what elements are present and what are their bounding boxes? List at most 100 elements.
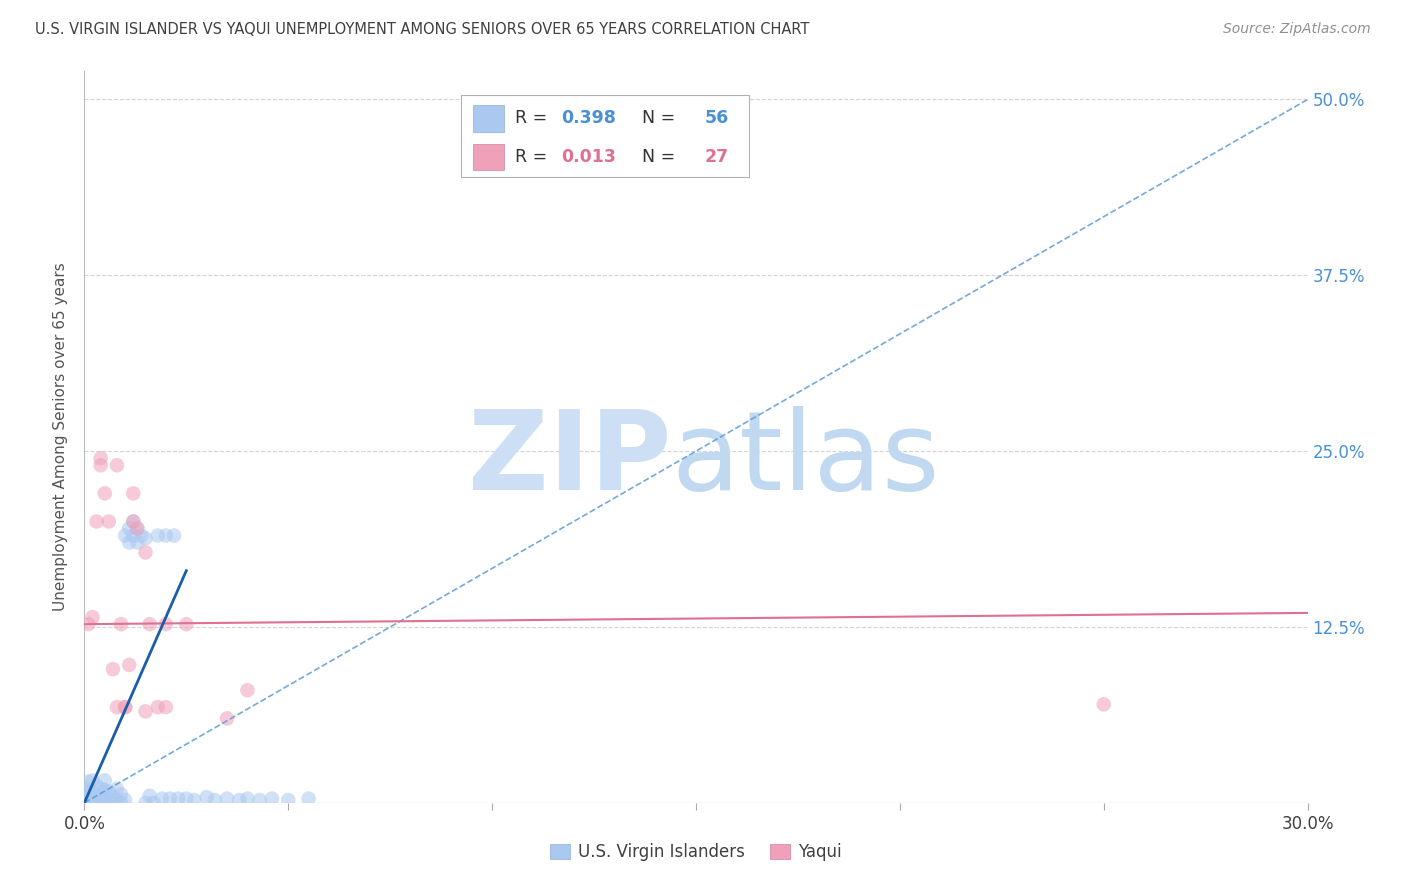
Point xyxy=(135,796,157,810)
FancyBboxPatch shape xyxy=(474,144,503,170)
Point xyxy=(93,796,115,810)
Point xyxy=(86,796,108,810)
Point xyxy=(105,793,128,807)
Point xyxy=(101,796,124,810)
Point xyxy=(82,773,104,788)
Point xyxy=(97,793,120,807)
Point xyxy=(138,617,160,632)
Point xyxy=(118,521,141,535)
Text: U.S. VIRGIN ISLANDER VS YAQUI UNEMPLOYMENT AMONG SENIORS OVER 65 YEARS CORRELATI: U.S. VIRGIN ISLANDER VS YAQUI UNEMPLOYME… xyxy=(35,22,810,37)
Point xyxy=(122,515,145,529)
Point xyxy=(82,793,104,807)
Point xyxy=(90,458,112,473)
Point xyxy=(114,528,136,542)
Point xyxy=(298,791,321,805)
Text: 0.013: 0.013 xyxy=(561,148,616,166)
Point xyxy=(167,791,190,805)
Point xyxy=(146,700,169,714)
Point xyxy=(236,683,259,698)
Point xyxy=(260,791,283,805)
Point xyxy=(127,521,149,535)
Point xyxy=(204,793,226,807)
Point xyxy=(101,662,124,676)
Point xyxy=(155,528,177,542)
Point xyxy=(155,700,177,714)
Y-axis label: Unemployment Among Seniors over 65 years: Unemployment Among Seniors over 65 years xyxy=(53,263,69,611)
Point xyxy=(105,700,128,714)
Text: 0.398: 0.398 xyxy=(561,110,616,128)
Point xyxy=(228,793,250,807)
Point xyxy=(135,532,157,546)
Point xyxy=(195,790,218,805)
Point xyxy=(90,451,112,466)
Point xyxy=(93,486,115,500)
Point xyxy=(93,783,115,797)
Point xyxy=(77,784,100,798)
Text: N =: N = xyxy=(631,148,681,166)
Point xyxy=(236,791,259,805)
Point xyxy=(122,528,145,542)
Point xyxy=(110,617,132,632)
Point xyxy=(86,779,108,793)
Point xyxy=(77,774,100,789)
Point xyxy=(127,521,149,535)
Point xyxy=(131,528,153,542)
Point xyxy=(159,791,181,805)
Point xyxy=(93,790,115,805)
Legend: U.S. Virgin Islanders, Yaqui: U.S. Virgin Islanders, Yaqui xyxy=(543,837,849,868)
Point xyxy=(142,796,165,810)
Point xyxy=(127,535,149,549)
Point xyxy=(97,784,120,798)
Text: R =: R = xyxy=(515,110,553,128)
Point xyxy=(174,791,197,805)
Point xyxy=(82,610,104,624)
FancyBboxPatch shape xyxy=(461,95,748,178)
Point xyxy=(277,793,299,807)
Point xyxy=(105,781,128,796)
Point xyxy=(110,788,132,802)
Text: 56: 56 xyxy=(704,110,728,128)
Point xyxy=(114,700,136,714)
Point xyxy=(174,617,197,632)
Point xyxy=(86,788,108,802)
Point xyxy=(135,545,157,559)
Point xyxy=(163,528,186,542)
Point xyxy=(118,535,141,549)
Point xyxy=(105,458,128,473)
Point xyxy=(86,515,108,529)
FancyBboxPatch shape xyxy=(474,105,503,132)
Text: ZIP: ZIP xyxy=(468,406,672,513)
Point xyxy=(249,793,271,807)
Point xyxy=(73,789,96,803)
Text: Source: ZipAtlas.com: Source: ZipAtlas.com xyxy=(1223,22,1371,37)
Point xyxy=(97,515,120,529)
Point xyxy=(110,796,132,810)
Point xyxy=(217,791,239,805)
Point xyxy=(138,789,160,803)
Point xyxy=(118,657,141,672)
Point xyxy=(90,793,112,807)
Text: N =: N = xyxy=(631,110,681,128)
Point xyxy=(183,793,205,807)
Point xyxy=(73,796,96,810)
Point xyxy=(135,705,157,719)
Point xyxy=(73,781,96,796)
Point xyxy=(122,515,145,529)
Text: atlas: atlas xyxy=(672,406,941,513)
Point xyxy=(93,773,115,788)
Point xyxy=(122,486,145,500)
Point xyxy=(77,617,100,632)
Point xyxy=(114,700,136,714)
Point xyxy=(101,789,124,803)
Point xyxy=(82,784,104,798)
Point xyxy=(1092,698,1115,712)
Point xyxy=(217,711,239,725)
Text: R =: R = xyxy=(515,148,553,166)
Text: 27: 27 xyxy=(704,148,728,166)
Point xyxy=(146,528,169,542)
Point xyxy=(77,796,100,810)
Point xyxy=(114,793,136,807)
Point xyxy=(155,617,177,632)
Point xyxy=(90,781,112,796)
Point xyxy=(150,791,173,805)
